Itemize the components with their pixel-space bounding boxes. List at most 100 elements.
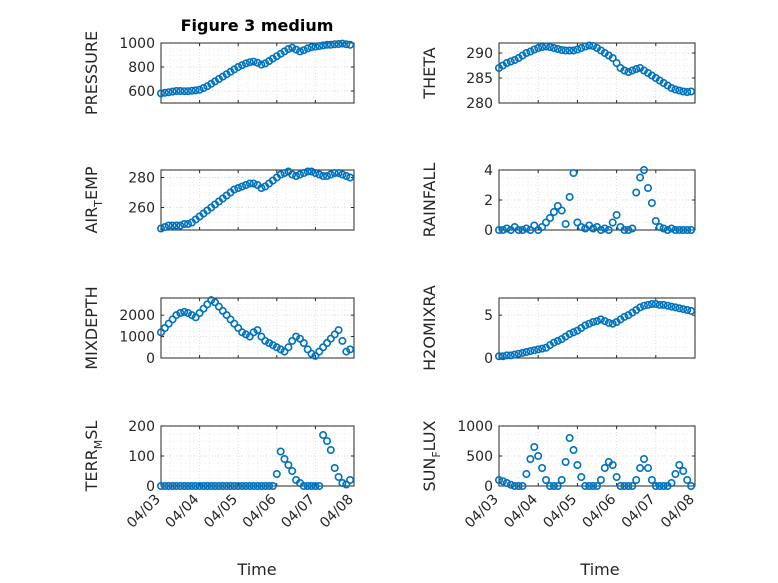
data-point <box>589 317 598 326</box>
data-point <box>160 88 169 97</box>
data-point <box>651 299 660 308</box>
data-point <box>522 224 531 233</box>
data-point <box>319 41 328 50</box>
x-tick-label: 04/06 <box>580 491 620 531</box>
data-point <box>241 481 250 490</box>
data-point <box>573 460 582 469</box>
data-point <box>330 40 339 49</box>
data-point <box>245 481 254 490</box>
x-tick-label: 04/06 <box>240 491 280 531</box>
data-point <box>526 347 535 356</box>
data-point <box>624 68 633 77</box>
data-point <box>226 481 235 490</box>
data-point <box>299 481 308 490</box>
data-point <box>628 224 637 233</box>
data-point <box>322 436 331 445</box>
data-point <box>164 481 173 490</box>
data-point <box>211 298 220 307</box>
data-point <box>295 170 304 179</box>
data-point <box>315 170 324 179</box>
y-tick-label: 4 <box>484 163 493 179</box>
data-point <box>667 302 676 311</box>
data-point <box>585 41 594 50</box>
data-point <box>230 481 239 490</box>
y-tick-label: 0 <box>146 479 155 495</box>
x-tick-label: 04/08 <box>317 492 357 532</box>
data-point <box>199 84 208 93</box>
data-point <box>184 220 193 229</box>
data-point <box>241 330 250 339</box>
data-point <box>553 481 562 490</box>
data-point <box>303 481 312 490</box>
data-point <box>620 66 629 75</box>
data-point <box>663 301 672 310</box>
data-point <box>268 341 277 350</box>
data-point <box>589 224 598 233</box>
data-point <box>249 481 258 490</box>
data-point <box>647 199 656 208</box>
data-point <box>522 48 531 57</box>
data-point <box>663 226 672 235</box>
data-point <box>592 317 601 326</box>
data-point <box>249 57 258 66</box>
data-point <box>502 351 511 360</box>
data-point <box>234 184 243 193</box>
data-point <box>326 334 335 343</box>
data-point <box>191 86 200 95</box>
y-tick-label: 200 <box>128 419 155 435</box>
data-point <box>157 481 166 490</box>
y-tick-label: 1000 <box>119 330 155 346</box>
data-point <box>303 44 312 53</box>
data-point <box>322 172 331 181</box>
data-point <box>334 39 343 48</box>
x-tick-label: 04/07 <box>278 492 318 532</box>
data-point <box>199 481 208 490</box>
y-tick-label: 1000 <box>457 419 493 435</box>
panel-pressure: 600 800 1000 PRESSURE <box>82 31 355 115</box>
data-point <box>659 481 668 490</box>
data-point <box>518 481 527 490</box>
series-points <box>157 430 355 490</box>
data-point <box>675 226 684 235</box>
data-point <box>245 179 254 188</box>
data-point <box>510 55 519 64</box>
data-point <box>577 43 586 52</box>
data-point <box>257 60 266 69</box>
panel-h2omixra: 0 5 H2OMIXRA <box>420 285 696 371</box>
data-point <box>319 343 328 352</box>
data-point <box>191 481 200 490</box>
data-point <box>510 481 519 490</box>
series-points <box>494 166 696 235</box>
data-point <box>514 226 523 235</box>
data-point <box>257 184 266 193</box>
data-point <box>526 226 535 235</box>
data-point <box>234 62 243 71</box>
x-axis-label-left: Time <box>236 560 276 579</box>
panel-mixdepth: 0 1000 2000 MIXDEPTH <box>82 286 355 370</box>
data-point <box>326 40 335 49</box>
data-point <box>276 170 285 179</box>
data-point <box>214 481 223 490</box>
data-point <box>176 87 185 96</box>
data-point <box>230 185 239 194</box>
axes-box <box>160 42 355 104</box>
data-point <box>184 87 193 96</box>
data-point <box>330 463 339 472</box>
data-point <box>276 447 285 456</box>
y-tick-label: 285 <box>466 71 493 87</box>
data-point <box>647 475 656 484</box>
y-tick-label: 5 <box>484 308 493 324</box>
y-tick-label: 1000 <box>119 36 155 52</box>
data-point <box>545 214 554 223</box>
data-point <box>522 347 531 356</box>
data-point <box>322 40 331 49</box>
data-point <box>272 343 281 352</box>
data-point <box>628 66 637 75</box>
data-point <box>319 430 328 439</box>
data-point <box>195 85 204 94</box>
data-point <box>620 312 629 321</box>
data-point <box>565 433 574 442</box>
data-point <box>557 475 566 484</box>
data-point <box>530 346 539 355</box>
data-point <box>284 460 293 469</box>
